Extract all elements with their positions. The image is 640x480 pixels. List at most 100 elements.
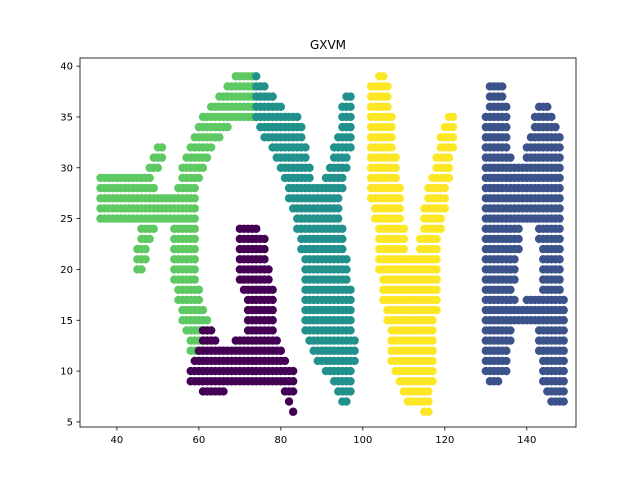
y-tick-label: 35	[60, 112, 73, 123]
y-tick-label: 25	[60, 214, 73, 225]
data-point	[342, 397, 351, 406]
data-point	[305, 163, 314, 172]
data-point	[264, 265, 273, 274]
data-point	[432, 265, 441, 274]
data-point	[555, 265, 564, 274]
data-point	[288, 366, 298, 376]
x-tick-label: 40	[111, 435, 124, 446]
data-point	[276, 102, 286, 111]
data-point	[194, 173, 204, 183]
x-axis: 40 60 80 100 120 140	[111, 427, 536, 446]
data-point	[268, 285, 277, 294]
data-point	[428, 356, 437, 366]
data-point	[149, 183, 158, 193]
data-point	[190, 275, 199, 284]
data-point	[498, 92, 507, 101]
data-point	[559, 326, 568, 335]
data-point	[391, 153, 400, 162]
data-point	[346, 366, 355, 376]
y-tick-label: 10	[60, 367, 73, 378]
data-point	[448, 122, 458, 132]
data-point	[346, 305, 355, 315]
data-point	[559, 346, 568, 355]
data-point	[342, 255, 351, 264]
data-point	[223, 122, 232, 132]
data-point	[268, 92, 277, 101]
data-point	[502, 143, 511, 152]
data-point	[391, 163, 400, 172]
data-point	[350, 356, 359, 366]
data-point	[559, 387, 568, 396]
data-point	[559, 305, 568, 315]
data-point	[206, 326, 216, 335]
data-point	[260, 234, 269, 244]
data-point	[391, 173, 400, 183]
data-point	[510, 295, 519, 305]
data-point	[338, 173, 347, 183]
data-point	[338, 234, 347, 244]
data-point	[145, 234, 154, 244]
data-point	[346, 295, 355, 305]
data-point	[215, 133, 224, 142]
data-point	[428, 346, 437, 355]
data-point	[444, 173, 454, 183]
data-point	[297, 122, 306, 132]
x-tick-label: 80	[274, 435, 287, 446]
data-point	[555, 214, 564, 223]
data-point	[498, 82, 507, 91]
data-point	[198, 163, 208, 172]
data-point	[428, 377, 437, 386]
data-point	[252, 224, 261, 233]
data-point	[252, 72, 261, 81]
data-point	[157, 153, 167, 162]
data-point	[502, 356, 511, 366]
data-point	[555, 234, 564, 244]
data-point	[440, 183, 450, 193]
y-tick-label: 5	[67, 417, 73, 428]
data-point	[551, 122, 560, 132]
data-point	[383, 102, 392, 111]
data-point	[506, 285, 515, 294]
data-point	[432, 244, 441, 254]
data-point	[272, 336, 281, 345]
data-point	[288, 407, 298, 416]
x-tick-label: 100	[353, 435, 372, 446]
data-point	[493, 377, 503, 386]
data-point	[559, 336, 568, 345]
data-point	[506, 326, 515, 335]
data-point	[559, 295, 568, 305]
data-point	[280, 356, 290, 366]
data-point	[338, 183, 347, 193]
data-point	[346, 143, 355, 152]
data-point	[555, 194, 564, 203]
data-point	[399, 224, 409, 233]
data-point	[555, 244, 564, 254]
data-point	[543, 102, 552, 111]
x-tick-label: 140	[517, 435, 536, 446]
data-point	[346, 112, 355, 122]
data-point	[555, 133, 564, 142]
data-points	[96, 72, 568, 416]
data-point	[260, 255, 269, 264]
data-point	[510, 275, 519, 284]
data-point	[444, 163, 454, 172]
data-point	[342, 265, 351, 274]
data-point	[387, 112, 396, 122]
data-point	[334, 204, 343, 213]
data-point	[510, 265, 519, 274]
data-point	[350, 336, 359, 345]
data-point	[428, 326, 437, 335]
data-point	[190, 234, 199, 244]
data-point	[432, 275, 441, 284]
data-point	[190, 214, 199, 223]
data-point	[301, 153, 310, 162]
data-point	[383, 82, 392, 91]
data-point	[555, 153, 564, 162]
data-point	[342, 163, 351, 172]
data-point	[206, 143, 216, 152]
data-point	[387, 122, 396, 132]
data-point	[211, 336, 220, 345]
data-point	[190, 204, 199, 213]
data-point	[502, 102, 511, 111]
